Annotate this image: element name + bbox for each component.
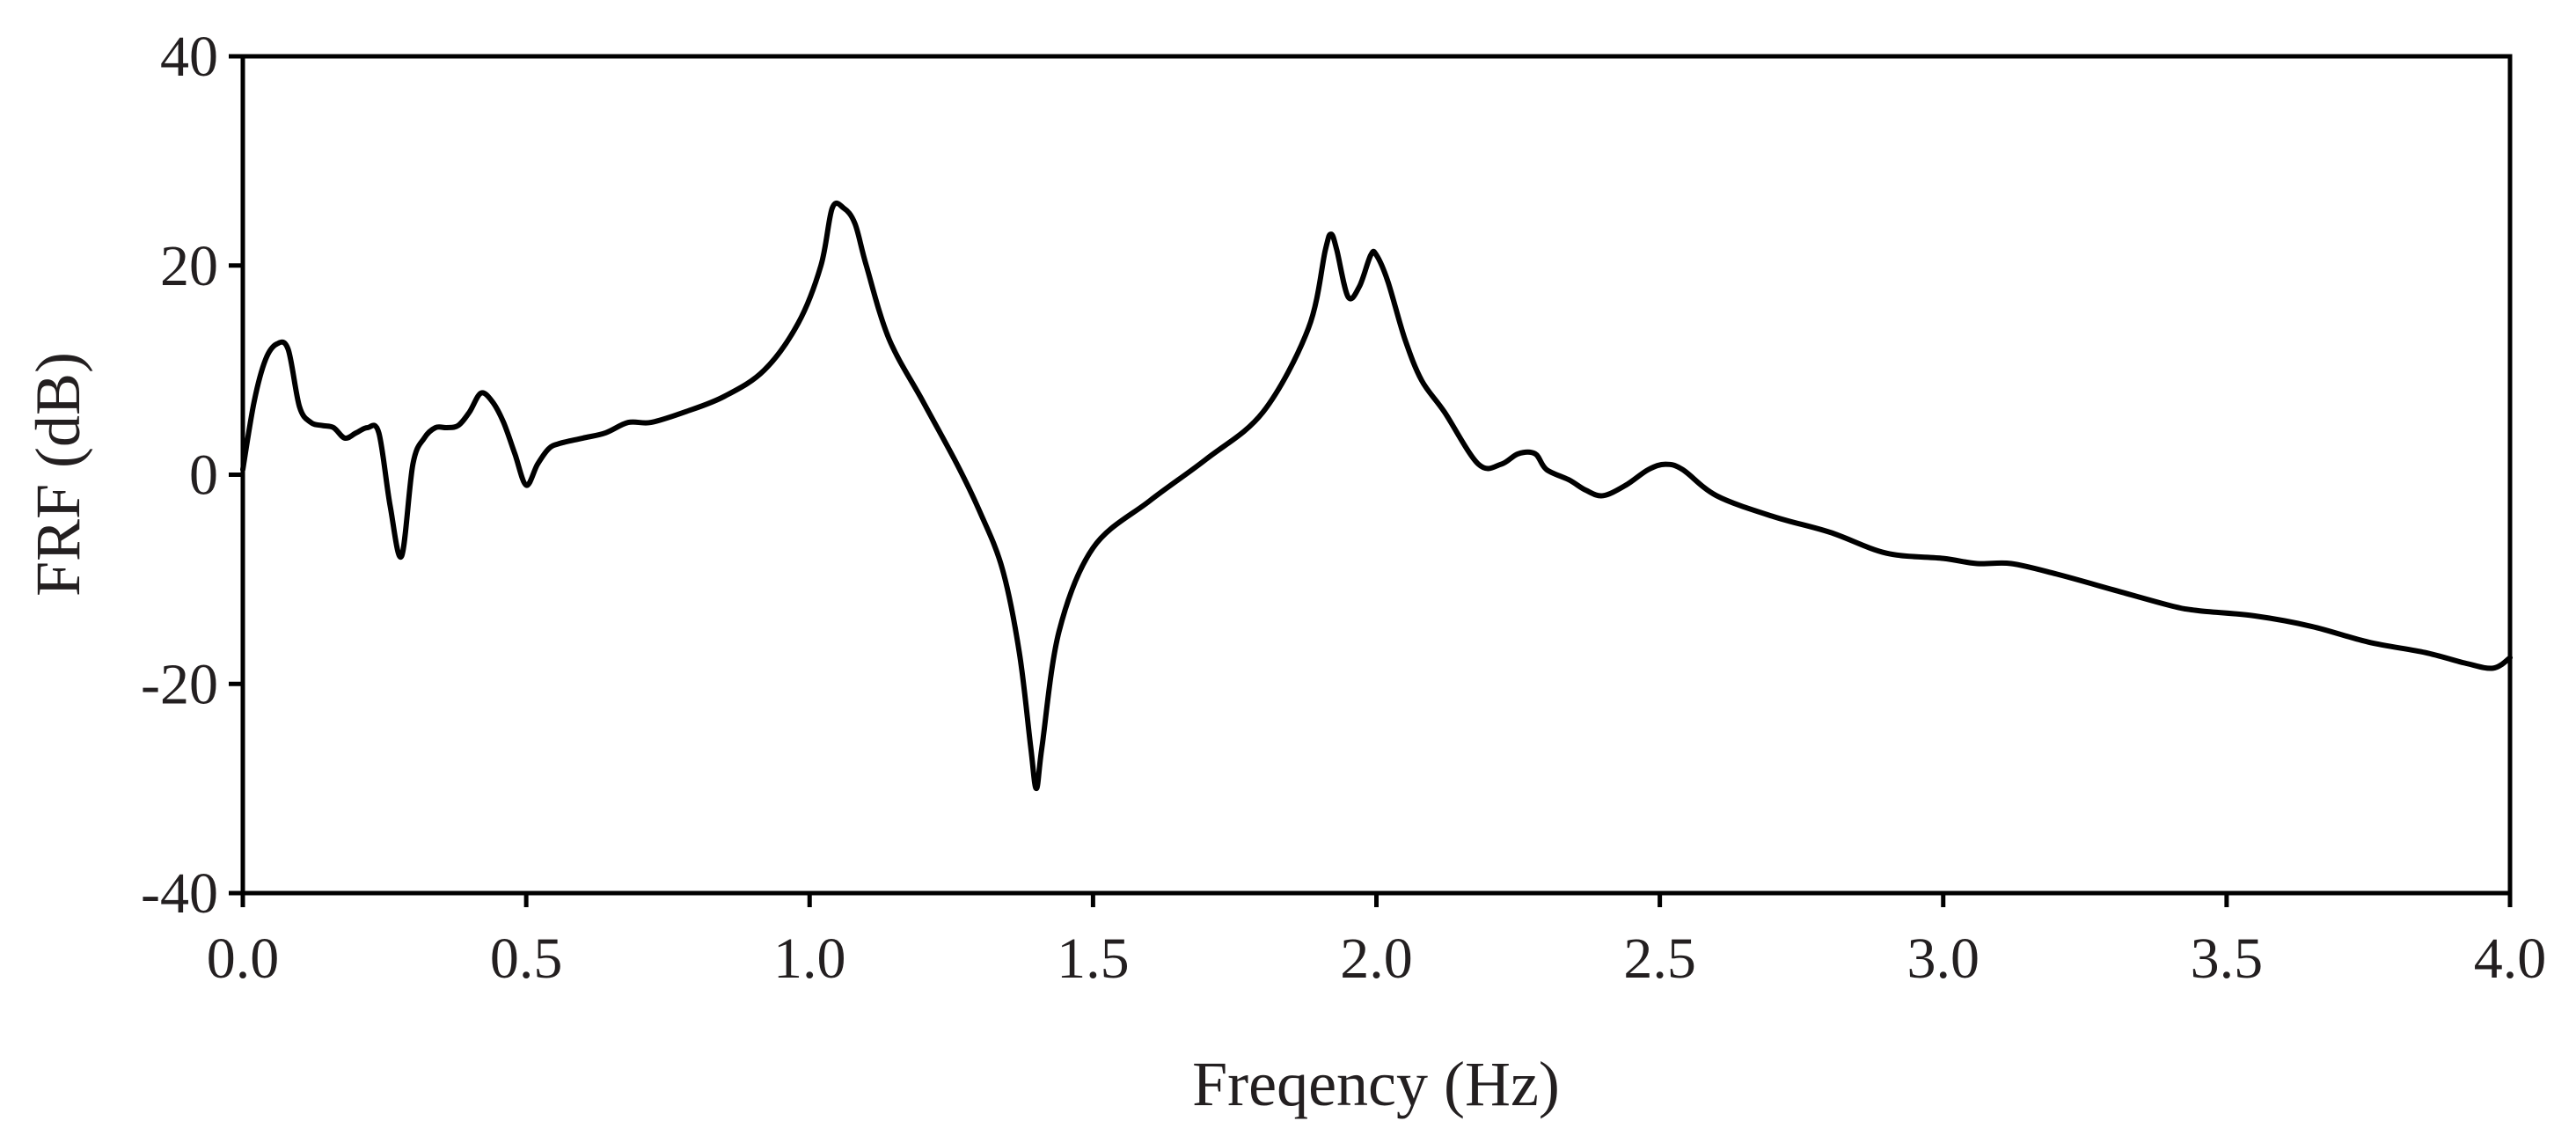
x-axis-tick-labels: 0.0 0.5 1.0 1.5 2.0 2.5 3.0 3.5 4.0 xyxy=(207,927,2547,991)
x-axis-ticks xyxy=(240,893,2513,907)
y-axis-ticks xyxy=(229,54,243,896)
y-tick-label: 0 xyxy=(189,443,218,508)
x-tick-label: 2.0 xyxy=(1340,927,1413,991)
y-axis-title: FRF (dB) xyxy=(23,352,93,597)
x-tick-label: 2.5 xyxy=(1623,927,1696,991)
y-axis-tick-labels: 40 20 0 -20 -40 xyxy=(141,25,218,926)
y-tick-label: -40 xyxy=(141,861,218,926)
y-tick-label: -20 xyxy=(141,652,218,716)
x-tick-label: 1.5 xyxy=(1057,927,1130,991)
x-tick-label: 1.0 xyxy=(773,927,846,991)
x-tick-label: 4.0 xyxy=(2474,927,2547,991)
x-tick-label: 0.0 xyxy=(207,927,280,991)
plot-area-frame xyxy=(240,54,2513,896)
frf-series-line xyxy=(240,200,2513,792)
x-tick-label: 3.5 xyxy=(2191,927,2264,991)
x-tick-label: 0.5 xyxy=(490,927,563,991)
y-tick-label: 20 xyxy=(160,234,218,298)
x-tick-label: 3.0 xyxy=(1907,927,1980,991)
x-axis-title: Freqency (Hz) xyxy=(1192,1049,1560,1119)
y-tick-label: 40 xyxy=(160,25,218,89)
